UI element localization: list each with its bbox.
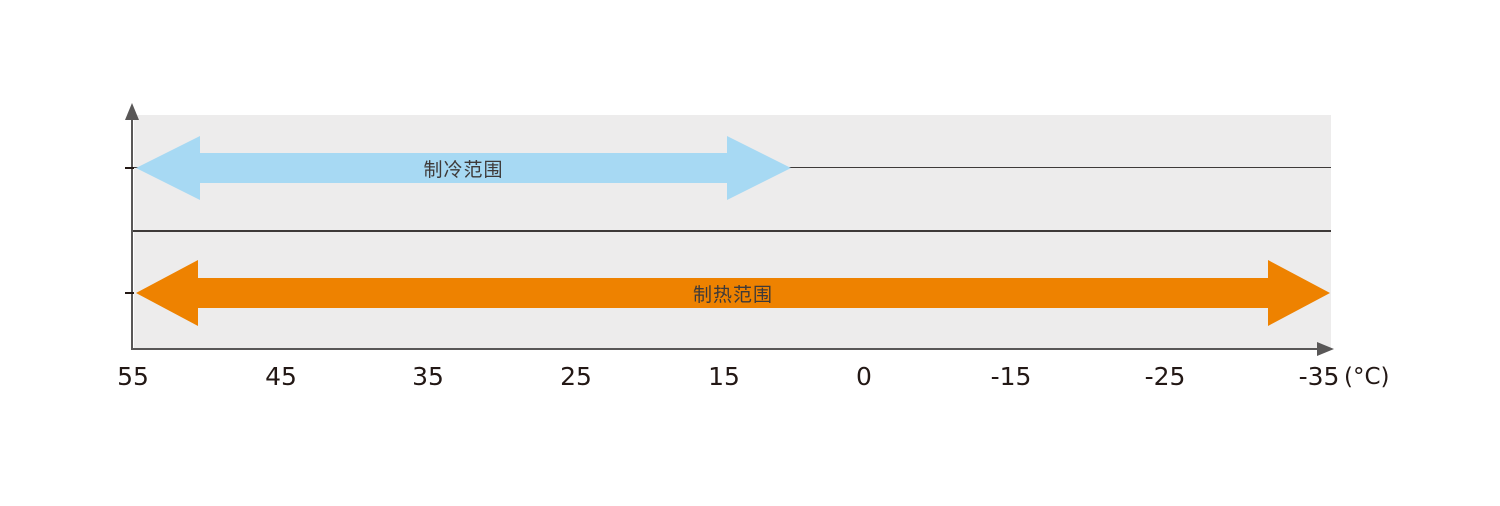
y-tick-heating (125, 292, 134, 294)
y-axis-line (131, 117, 133, 350)
x-tick-label-0: 0 (856, 362, 872, 391)
x-tick-label-25: 25 (560, 362, 592, 391)
x-axis-arrow-icon (1317, 342, 1334, 356)
x-tick-label-neg35: -35 (1298, 362, 1340, 391)
x-tick-label-45: 45 (265, 362, 297, 391)
y-axis-arrow-icon (125, 103, 139, 120)
x-tick-label-neg15: -15 (990, 362, 1032, 391)
y-tick-cooling (125, 167, 134, 169)
heating-range-label: 制热范围 (692, 283, 773, 306)
x-tick-label-55: 55 (117, 362, 149, 391)
x-tick-label-15: 15 (708, 362, 740, 391)
x-axis-unit-label: (°C) (1344, 364, 1390, 390)
x-axis-line (131, 348, 1318, 350)
x-tick-label-35: 35 (412, 362, 444, 391)
x-tick-label-neg25: -25 (1144, 362, 1186, 391)
cooling-range-label: 制冷范围 (423, 158, 504, 181)
row-divider-line (133, 230, 1331, 232)
